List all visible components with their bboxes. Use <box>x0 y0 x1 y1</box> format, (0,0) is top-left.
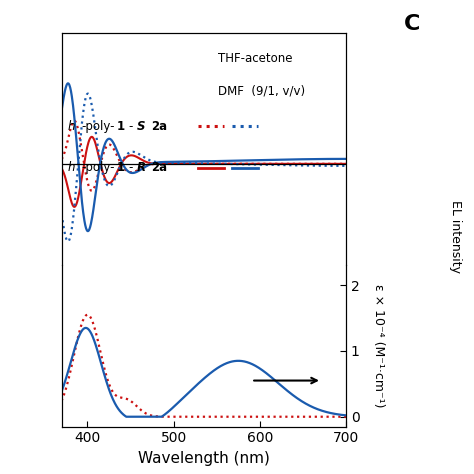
Y-axis label: ε × 10⁻⁴ (M⁻¹·cm⁻¹): ε × 10⁻⁴ (M⁻¹·cm⁻¹) <box>372 284 385 408</box>
Text: 1: 1 <box>117 161 125 174</box>
Text: h: h <box>67 119 75 133</box>
Text: DMF  (9/1, v/v): DMF (9/1, v/v) <box>218 84 305 97</box>
Text: 1: 1 <box>117 119 125 133</box>
Text: THF-acetone: THF-acetone <box>218 52 292 65</box>
Text: -: - <box>128 161 133 174</box>
Text: -poly-: -poly- <box>82 161 115 174</box>
Text: R: R <box>137 161 146 174</box>
Text: 2a: 2a <box>151 119 167 133</box>
Text: h: h <box>67 161 75 174</box>
Text: C: C <box>404 14 420 34</box>
Text: S: S <box>137 119 146 133</box>
Text: EL intensity: EL intensity <box>448 201 462 273</box>
X-axis label: Wavelength (nm): Wavelength (nm) <box>138 451 270 466</box>
Text: -: - <box>128 119 133 133</box>
Text: 2a: 2a <box>151 161 167 174</box>
Text: -poly-: -poly- <box>82 119 115 133</box>
